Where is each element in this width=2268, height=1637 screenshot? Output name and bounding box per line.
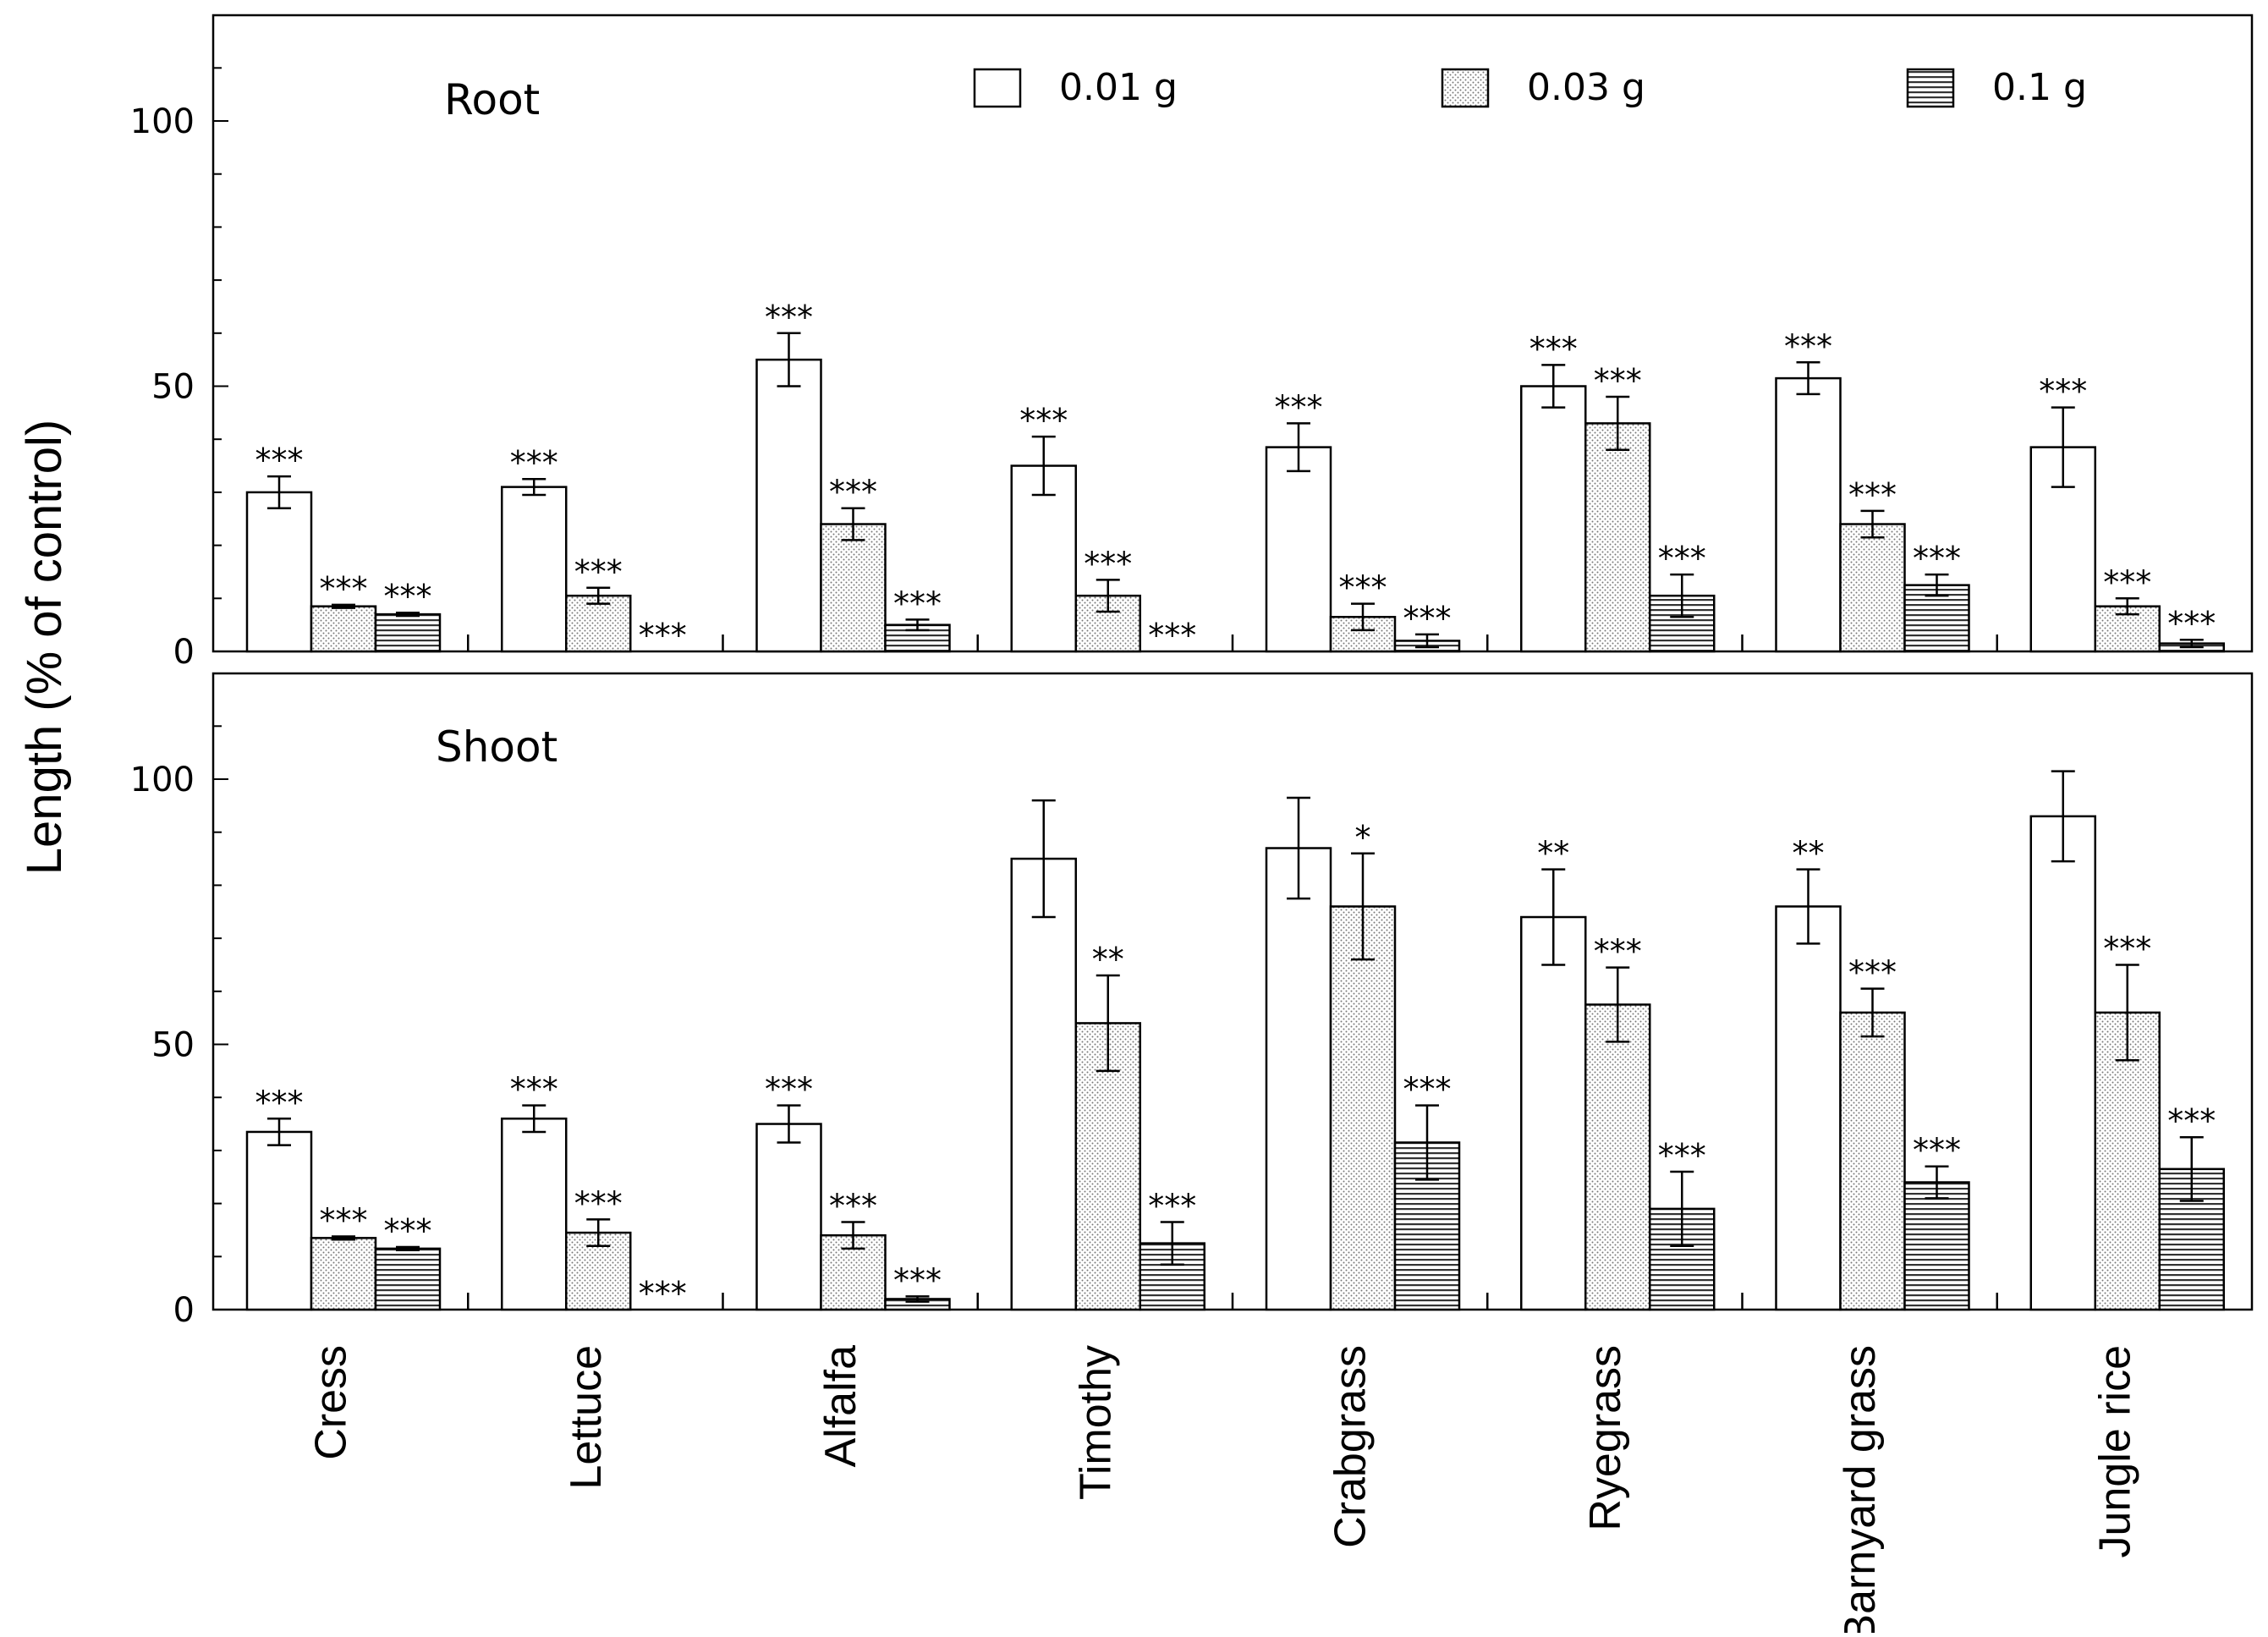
shoot-significance-lettuce-0-1-g: ***	[639, 1275, 687, 1312]
shoot-bar-lettuce-0-01-g	[501, 1118, 568, 1311]
root-significance-cress-0-1-g: ***	[384, 578, 432, 615]
shoot-bar-barnyard-grass-0-1-g	[1903, 1181, 1970, 1311]
shoot-significance-cress-0-01-g: ***	[255, 1084, 304, 1121]
category-label-cress: Cress	[307, 1345, 356, 1460]
legend-label-0-03-g: 0.03 g	[1527, 66, 1645, 109]
shoot-bar-crabgrass-0-01-g	[1265, 847, 1332, 1311]
shoot-significance-barnyard-grass-0-03-g: ***	[1848, 954, 1897, 992]
root-significance-ryegrass-0-01-g: ***	[1529, 330, 1578, 367]
root-significance-jungle-rice-0-03-g: ***	[2103, 563, 2151, 601]
root-significance-lettuce-0-01-g: ***	[510, 444, 558, 481]
root-significance-ryegrass-0-1-g: ***	[1658, 540, 1706, 577]
root-ytick-label-100: 100	[130, 102, 195, 141]
category-label-lettuce: Lettuce	[562, 1345, 611, 1490]
root-significance-cress-0-03-g: ***	[320, 570, 368, 607]
shoot-significance-alfalfa-0-1-g: ***	[893, 1261, 942, 1299]
root-significance-barnyard-grass-0-03-g: ***	[1848, 476, 1897, 514]
shoot-bar-crabgrass-0-03-g	[1329, 905, 1397, 1311]
shoot-significance-barnyard-grass-0-1-g: ***	[1913, 1132, 1961, 1169]
legend-label-0-1-g: 0.1 g	[1992, 66, 2087, 109]
root-bar-crabgrass-0-01-g	[1265, 446, 1332, 653]
shoot-significance-timothy-0-1-g: ***	[1148, 1188, 1196, 1225]
root-significance-crabgrass-0-03-g: ***	[1339, 569, 1387, 607]
root-bar-cress-0-01-g	[245, 491, 313, 653]
shoot-bar-cress-0-03-g	[310, 1237, 377, 1311]
shoot-significance-ryegrass-0-01-g: **	[1537, 835, 1569, 872]
root-ytick-label-50: 50	[151, 368, 195, 407]
root-significance-alfalfa-0-01-g: ***	[765, 299, 813, 336]
shoot-significance-cress-0-1-g: ***	[384, 1212, 432, 1250]
root-significance-timothy-0-03-g: ***	[1084, 545, 1132, 582]
root-bar-barnyard-grass-0-03-g	[1839, 523, 1906, 653]
root-significance-jungle-rice-0-01-g: ***	[2039, 373, 2087, 410]
category-label-crabgrass: Crabgrass	[1326, 1345, 1376, 1548]
root-significance-barnyard-grass-0-1-g: ***	[1913, 540, 1961, 577]
root-significance-timothy-0-01-g: ***	[1019, 402, 1068, 439]
root-bar-lettuce-0-01-g	[501, 486, 568, 653]
shoot-significance-barnyard-grass-0-01-g: **	[1793, 835, 1825, 872]
root-bar-ryegrass-0-03-g	[1584, 422, 1651, 653]
root-bar-alfalfa-0-01-g	[755, 358, 822, 653]
root-significance-cress-0-01-g: ***	[255, 442, 304, 479]
root-bar-lettuce-0-03-g	[565, 594, 632, 653]
root-significance-crabgrass-0-01-g: ***	[1275, 388, 1323, 426]
category-label-alfalfa: Alfalfa	[816, 1345, 865, 1468]
shoot-significance-crabgrass-0-03-g: *	[1355, 819, 1371, 856]
root-significance-crabgrass-0-1-g: ***	[1403, 600, 1452, 637]
legend-swatch-0-1-g	[1906, 68, 1955, 108]
root-bar-cress-0-03-g	[310, 605, 377, 653]
root-significance-timothy-0-1-g: ***	[1148, 617, 1196, 654]
shoot-bar-jungle-rice-0-03-g	[2094, 1011, 2161, 1311]
shoot-significance-jungle-rice-0-1-g: ***	[2167, 1102, 2216, 1140]
shoot-bar-timothy-0-01-g	[1010, 857, 1077, 1311]
root-ytick-label-0: 0	[173, 633, 195, 672]
shoot-ytick-label-100: 100	[130, 761, 195, 799]
root-significance-alfalfa-0-1-g: ***	[893, 585, 942, 622]
root-bar-alfalfa-0-03-g	[820, 523, 887, 653]
root-bar-barnyard-grass-0-01-g	[1775, 376, 1842, 653]
shoot-significance-alfalfa-0-03-g: ***	[829, 1188, 877, 1225]
shoot-bar-alfalfa-0-01-g	[755, 1123, 822, 1311]
shoot-bar-ryegrass-0-03-g	[1584, 1003, 1651, 1311]
root-significance-barnyard-grass-0-01-g: ***	[1784, 327, 1832, 365]
category-label-ryegrass: Ryegrass	[1581, 1345, 1630, 1531]
shoot-significance-timothy-0-03-g: **	[1092, 941, 1124, 978]
shoot-bar-jungle-rice-0-01-g	[2029, 815, 2096, 1311]
root-significance-lettuce-0-03-g: ***	[574, 553, 623, 591]
shoot-significance-jungle-rice-0-03-g: ***	[2103, 930, 2151, 967]
shoot-bar-ryegrass-0-01-g	[1520, 915, 1587, 1311]
shoot-panel-title: Shoot	[436, 722, 557, 772]
shoot-bar-barnyard-grass-0-03-g	[1839, 1011, 1906, 1311]
shoot-significance-ryegrass-0-1-g: ***	[1658, 1137, 1706, 1174]
legend-swatch-0-03-g	[1441, 68, 1490, 108]
shoot-significance-lettuce-0-01-g: ***	[510, 1071, 558, 1108]
root-significance-alfalfa-0-03-g: ***	[829, 474, 877, 511]
shoot-significance-alfalfa-0-01-g: ***	[765, 1071, 813, 1108]
shoot-bar-cress-0-01-g	[245, 1130, 313, 1311]
category-label-jungle-rice: Jungle rice	[2090, 1345, 2139, 1557]
shoot-significance-lettuce-0-03-g: ***	[574, 1184, 623, 1222]
root-significance-lettuce-0-1-g: ***	[639, 617, 687, 654]
y-axis-label: Length (% of control)	[17, 420, 72, 875]
shoot-ytick-label-0: 0	[173, 1291, 195, 1330]
shoot-significance-cress-0-03-g: ***	[320, 1201, 368, 1239]
shoot-significance-ryegrass-0-03-g: ***	[1594, 933, 1642, 970]
root-significance-jungle-rice-0-1-g: ***	[2167, 605, 2216, 642]
root-bar-timothy-0-01-g	[1010, 464, 1077, 653]
shoot-bar-cress-0-1-g	[374, 1247, 442, 1311]
legend-swatch-0-01-g	[973, 68, 1022, 108]
legend-label-0-01-g: 0.01 g	[1059, 66, 1178, 109]
category-label-barnyard-grass: Barnyard grass	[1836, 1345, 1885, 1633]
root-panel-title: Root	[444, 75, 540, 124]
shoot-significance-crabgrass-0-1-g: ***	[1403, 1071, 1452, 1108]
root-bar-cress-0-1-g	[374, 613, 442, 653]
shoot-bar-barnyard-grass-0-01-g	[1775, 905, 1842, 1311]
category-label-timothy: Timothy	[1071, 1345, 1120, 1500]
shoot-ytick-label-50: 50	[151, 1026, 195, 1065]
root-bar-ryegrass-0-01-g	[1520, 385, 1587, 653]
root-significance-ryegrass-0-03-g: ***	[1594, 362, 1642, 399]
